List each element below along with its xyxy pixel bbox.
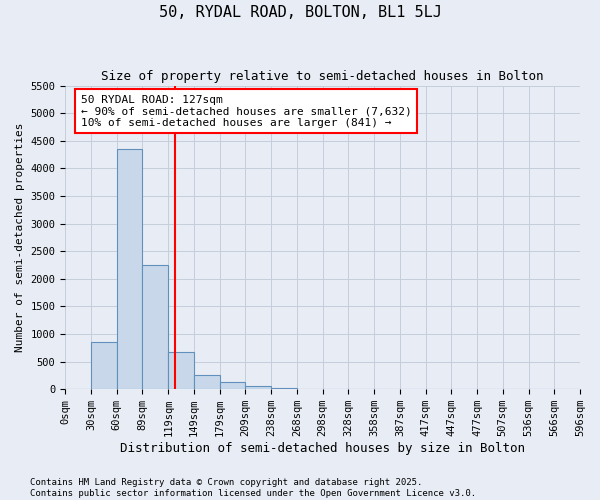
Bar [168, 352, 194, 389]
Bar [194, 376, 220, 389]
Bar [142, 265, 168, 389]
Text: Contains HM Land Registry data © Crown copyright and database right 2025.
Contai: Contains HM Land Registry data © Crown c… [30, 478, 476, 498]
Bar [271, 388, 297, 389]
Bar [245, 386, 271, 389]
X-axis label: Distribution of semi-detached houses by size in Bolton: Distribution of semi-detached houses by … [120, 442, 525, 455]
Y-axis label: Number of semi-detached properties: Number of semi-detached properties [15, 122, 25, 352]
Text: 50 RYDAL ROAD: 127sqm
← 90% of semi-detached houses are smaller (7,632)
10% of s: 50 RYDAL ROAD: 127sqm ← 90% of semi-deta… [81, 94, 412, 128]
Bar [117, 149, 142, 389]
Bar [65, 388, 91, 389]
Title: Size of property relative to semi-detached houses in Bolton: Size of property relative to semi-detach… [101, 70, 544, 83]
Text: 50, RYDAL ROAD, BOLTON, BL1 5LJ: 50, RYDAL ROAD, BOLTON, BL1 5LJ [158, 5, 442, 20]
Bar [220, 382, 245, 389]
Bar [91, 342, 117, 389]
